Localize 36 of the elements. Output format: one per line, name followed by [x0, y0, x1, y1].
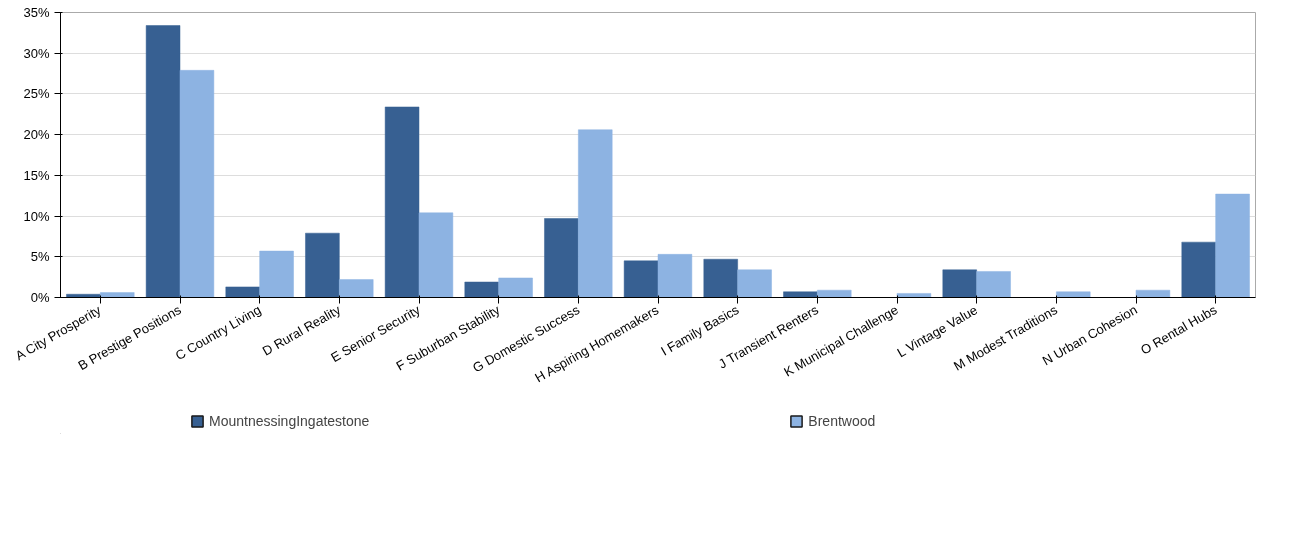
y-tick-label: 10%: [23, 208, 50, 224]
bar: [418, 212, 454, 298]
bar: [657, 254, 693, 298]
y-tick-label: 30%: [23, 45, 50, 61]
bar: [1056, 291, 1091, 298]
bar: [179, 70, 215, 298]
bar: [225, 286, 260, 298]
bar: [783, 291, 818, 298]
bar: [737, 269, 772, 298]
y-tick-label: 25%: [23, 86, 50, 102]
bar: [498, 277, 533, 298]
bar: [305, 232, 340, 298]
bar: [464, 281, 499, 298]
y-tick-label: 0%: [30, 290, 50, 305]
legend-label: MountnessingIngatestone: [209, 413, 370, 429]
bar: [896, 293, 932, 298]
bar: [817, 289, 852, 298]
bar: [384, 106, 420, 298]
y-tick-label: 5%: [30, 249, 50, 265]
y-tick-label: 35%: [23, 5, 50, 20]
bar: [544, 218, 579, 298]
bar: [976, 271, 1011, 298]
bar: [1135, 289, 1171, 298]
bar: [145, 25, 181, 298]
bar: [339, 279, 374, 298]
bar: [259, 250, 294, 298]
bar: [942, 269, 977, 298]
bar: [578, 129, 613, 298]
bar: [1181, 241, 1216, 298]
y-tick-label: 15%: [23, 167, 50, 183]
bar: [100, 292, 135, 298]
y-tick-label: 20%: [23, 127, 50, 143]
bar: [623, 260, 659, 298]
bar: [703, 258, 738, 298]
bar: [1215, 193, 1250, 298]
legend-label: Brentwood: [808, 413, 876, 429]
